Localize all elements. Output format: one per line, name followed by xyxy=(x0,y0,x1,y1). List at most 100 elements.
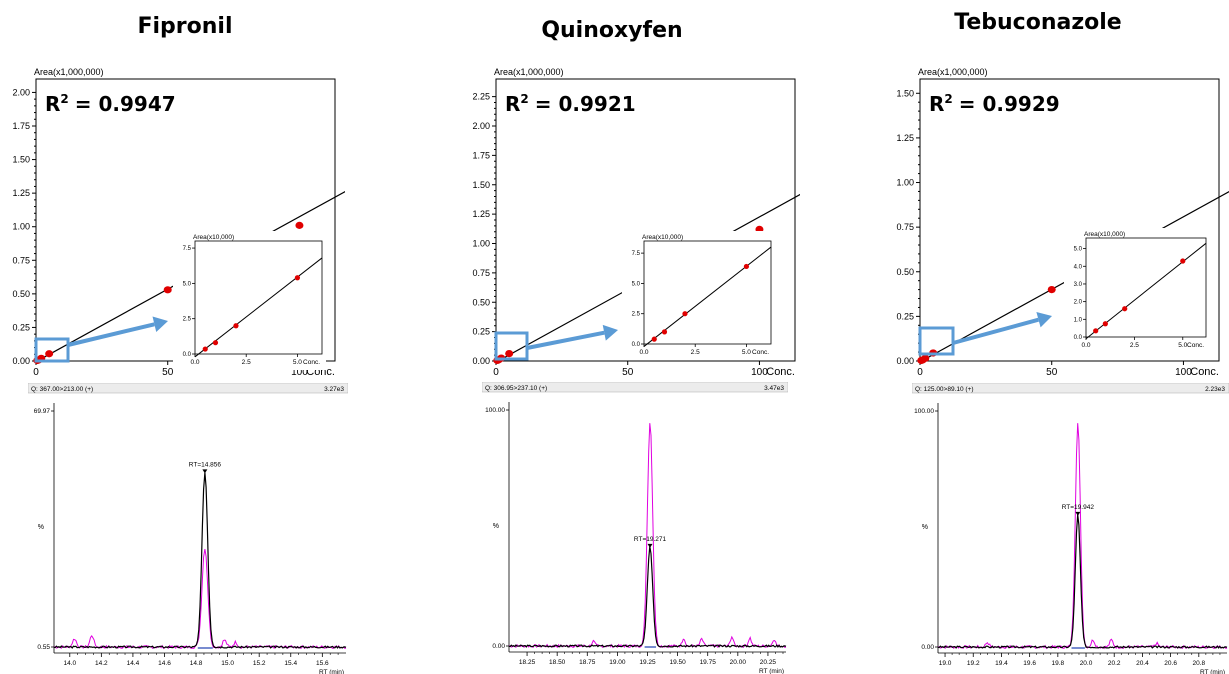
fit-line xyxy=(495,193,800,363)
x-tick-label: 100 xyxy=(751,367,768,378)
data-point xyxy=(45,350,54,358)
x-unit-label: Conc. xyxy=(1190,366,1219,378)
x-tick-label: 100 xyxy=(1175,367,1192,378)
y-tick-label: 1.50 xyxy=(12,155,30,165)
inset-data-point xyxy=(682,311,688,317)
r-squared-label: R2 = 0.9929 xyxy=(929,92,1060,116)
inset-data-point xyxy=(651,336,657,342)
y-tick-label: 1.00 xyxy=(12,222,30,232)
calibration-chart-fipronil: Area(x1,000,000)0.000.250.500.751.001.25… xyxy=(12,67,345,378)
x-tick-label: 19.2 xyxy=(967,660,980,667)
x-tick-label: 19.25 xyxy=(639,659,656,666)
peak-apex-marker xyxy=(202,469,208,474)
zoom-region-box xyxy=(918,326,955,356)
inset-y-axis-title: Area(x10,000) xyxy=(642,234,683,241)
chromatogram-intensity-label: 3.47e3 xyxy=(764,385,784,392)
x-tick-label: 19.4 xyxy=(995,660,1008,667)
retention-time-label: RT=19.271 xyxy=(634,536,667,543)
chromatogram-header-bar xyxy=(912,383,1229,394)
y-tick-label: 0.00 xyxy=(12,356,30,366)
r-squared-label: R2 = 0.9947 xyxy=(45,92,176,116)
inset-x-tick-label: 0.0 xyxy=(190,359,199,366)
inset-x-unit-label: Conc. xyxy=(752,349,769,356)
retention-time-label: RT=19.942 xyxy=(1062,504,1095,511)
x-tick-label: 20.00 xyxy=(730,659,747,666)
x-tick-label: 20.2 xyxy=(1108,660,1121,667)
x-tick-label: 15.0 xyxy=(221,660,234,667)
plot-frame xyxy=(919,78,1220,362)
inset-x-tick-label: 2.5 xyxy=(1130,342,1139,349)
y-tick-label: 0.00 xyxy=(896,356,914,366)
data-point xyxy=(1047,286,1056,294)
panel-title-quinoxyfen: Quinoxyfen xyxy=(541,18,683,43)
qualifier-ion-trace xyxy=(53,549,347,650)
zoom-arrow xyxy=(67,322,155,347)
calibration-chart-quinoxyfen: Area(x1,000,000)0.000.250.500.751.001.25… xyxy=(472,67,800,378)
y-bottom-label: 0.00 xyxy=(492,643,505,650)
y-tick-label: 0.25 xyxy=(12,322,30,332)
y-tick-label: 2.00 xyxy=(12,87,30,97)
x-tick-label: 20.0 xyxy=(1080,660,1093,667)
y-percent-label: % xyxy=(493,523,499,530)
y-axis-title: Area(x1,000,000) xyxy=(34,67,104,77)
zoom-arrow xyxy=(526,330,605,350)
y-tick-label: 1.50 xyxy=(472,180,490,190)
data-point xyxy=(295,221,304,229)
qualifier-ion-trace xyxy=(508,423,787,649)
y-tick-label: 0.25 xyxy=(472,327,490,337)
inset-background xyxy=(173,231,326,370)
x-tick-label: 15.6 xyxy=(316,660,329,667)
y-tick-label: 0.50 xyxy=(896,267,914,277)
y-axis-title: Area(x1,000,000) xyxy=(918,67,988,77)
chromatogram-fipronil: Q: 367.00>213.00 (+) 3.27e3 69.97% 0.55 14.0… xyxy=(28,383,348,674)
x-unit-label: RT (min) xyxy=(1200,669,1225,674)
data-point xyxy=(921,354,930,362)
inset-data-point xyxy=(743,263,750,270)
inset-y-tick-label: 7.5 xyxy=(632,251,641,257)
y-bottom-label: 0.00 xyxy=(921,644,934,651)
x-tick-label: 14.4 xyxy=(127,660,140,667)
quantifier-ion-trace xyxy=(508,546,787,648)
inset-frame xyxy=(1085,237,1207,338)
quantifier-ion-trace xyxy=(937,514,1228,649)
inset-data-point xyxy=(1180,258,1186,264)
data-point xyxy=(163,286,172,294)
x-tick-label: 50 xyxy=(622,367,634,378)
x-tick-label: 50 xyxy=(162,367,174,378)
x-tick-label: 14.6 xyxy=(158,660,171,667)
inset-x-tick-label: 5.0 xyxy=(1178,342,1187,349)
retention-time-label: RT=14.856 xyxy=(189,461,222,468)
inset-y-tick-label: 0.0 xyxy=(1074,335,1083,341)
qualifier-ion-trace xyxy=(937,423,1228,650)
chromatogram-quinoxyfen: Q: 306.95>237.10 (+) 3.47e3 100.00% 0.00 18.… xyxy=(482,382,788,674)
x-tick-label: 15.2 xyxy=(253,660,266,667)
x-tick-label: 100 xyxy=(291,367,308,378)
panel-title-tebuconazole: Tebuconazole xyxy=(954,10,1122,35)
chromatogram-transition-label: Q: 367.00>213.00 (+) xyxy=(31,386,93,393)
inset-y-tick-label: 2.0 xyxy=(1074,300,1083,306)
y-tick-label: 1.00 xyxy=(896,178,914,188)
inset-y-tick-label: 5.0 xyxy=(632,281,641,287)
inset-y-tick-label: 5.0 xyxy=(1074,247,1083,253)
y-tick-label: 1.75 xyxy=(472,150,490,160)
y-tick-label: 1.75 xyxy=(12,121,30,131)
inset-data-point xyxy=(1102,321,1108,327)
inset-y-tick-label: 1.0 xyxy=(1074,317,1083,323)
fit-line xyxy=(35,190,345,363)
chromatogram-intensity-label: 2.23e3 xyxy=(1205,386,1225,393)
x-tick-label: 20.4 xyxy=(1136,660,1149,667)
inset-data-point xyxy=(202,346,208,352)
y-tick-label: 1.25 xyxy=(896,133,914,143)
inset-y-tick-label: 3.0 xyxy=(1074,282,1083,288)
inset-data-point xyxy=(294,275,301,281)
inset-x-unit-label: Conc. xyxy=(303,359,320,366)
inset-data-point xyxy=(233,323,239,329)
x-tick-label: 0 xyxy=(33,367,39,378)
x-unit-label: Conc. xyxy=(766,366,795,378)
inset-y-tick-label: 2.5 xyxy=(632,312,641,318)
x-tick-label: 19.0 xyxy=(939,660,952,667)
calibration-chart-tebuconazole: Area(x1,000,000)0.000.250.500.751.001.25… xyxy=(896,67,1229,378)
inset-x-tick-label: 5.0 xyxy=(293,359,302,366)
y-tick-label: 0.25 xyxy=(896,311,914,321)
